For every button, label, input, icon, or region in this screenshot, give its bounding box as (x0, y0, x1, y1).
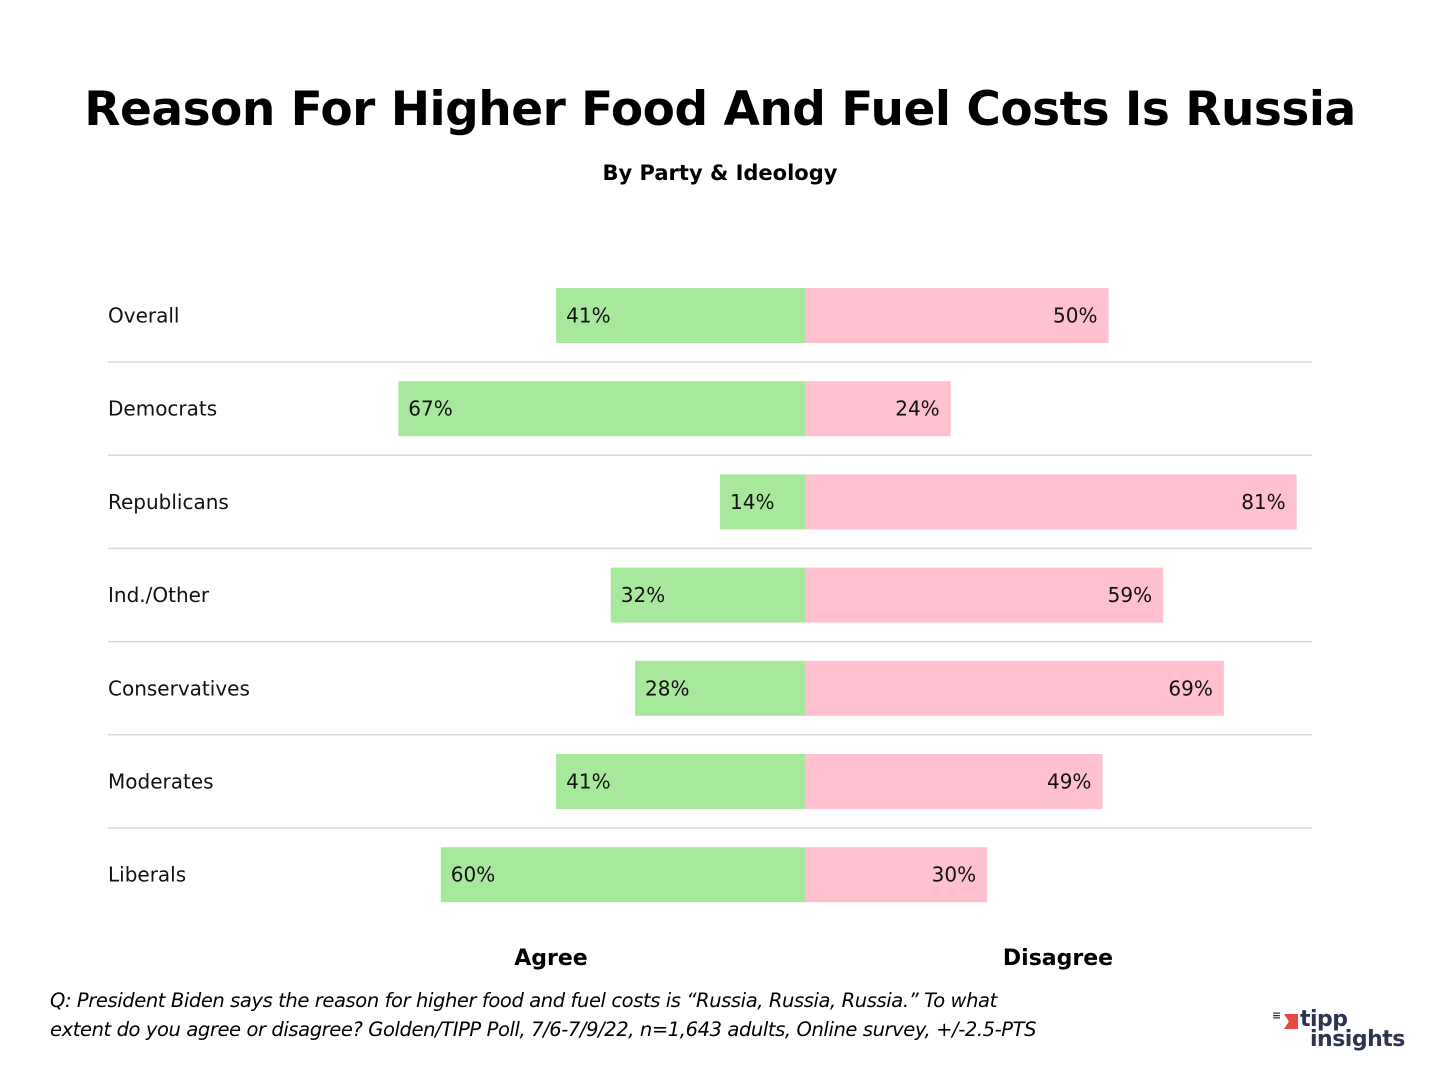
disagree-value-label: 69% (1168, 676, 1212, 700)
agree-bar (635, 660, 805, 716)
agree-bar (440, 847, 805, 903)
disagree-bar (805, 474, 1297, 530)
footnote-line-2: extent do you agree or disagree? Golden/… (50, 1018, 1037, 1041)
footnote: Q: President Biden says the reason for h… (50, 986, 1230, 1044)
disagree-value-label: 81% (1241, 490, 1285, 514)
disagree-bar (805, 381, 951, 437)
category-label: Liberals (108, 863, 186, 887)
disagree-value-label: 50% (1053, 304, 1097, 328)
category-label: Conservatives (108, 676, 250, 700)
disagree-bar (805, 660, 1224, 716)
logo-flag-icon (1284, 1014, 1298, 1029)
legend-agree-label: Agree (514, 946, 587, 971)
agree-value-label: 41% (566, 770, 610, 794)
agree-bar (556, 754, 805, 809)
logo-text-insights: insights (1310, 1027, 1405, 1052)
disagree-value-label: 59% (1108, 583, 1152, 607)
logo-signal-icon: ≡ (1272, 1009, 1282, 1022)
chart-subtitle: By Party & Ideology (602, 161, 838, 185)
agree-value-label: 14% (730, 490, 774, 514)
disagree-value-label: 30% (932, 863, 976, 887)
category-label: Ind./Other (108, 583, 210, 607)
disagree-value-label: 49% (1047, 770, 1091, 794)
category-label: Republicans (108, 490, 229, 514)
category-label: Moderates (108, 770, 214, 794)
agree-bar (398, 381, 805, 437)
agree-value-label: 32% (621, 583, 665, 607)
agree-value-label: 67% (408, 397, 452, 421)
disagree-bar (805, 567, 1164, 623)
logo-text-tipp: tipp (1300, 1007, 1348, 1032)
diverging-bar-chart: Overall 41% 50% Democrats 67% 24% Republicans 1… (108, 288, 1312, 971)
agree-bar (610, 567, 805, 623)
category-label: Democrats (108, 397, 217, 421)
legend-disagree-label: Disagree (1003, 946, 1113, 971)
chart-title: Reason For Higher Food And Fuel Costs Is… (84, 82, 1356, 137)
agree-value-label: 41% (566, 304, 610, 328)
agree-bar (720, 474, 805, 530)
tipp-insights-logo: ≡ tipp insights (1272, 1007, 1422, 1060)
disagree-bar (805, 754, 1103, 809)
disagree-value-label: 24% (895, 397, 939, 421)
footnote-line-1: Q: President Biden says the reason for h… (50, 989, 997, 1012)
category-label: Overall (108, 304, 179, 328)
disagree-bar (805, 288, 1109, 343)
agree-bar (556, 288, 805, 343)
disagree-bar (805, 847, 988, 903)
agree-value-label: 28% (645, 676, 689, 700)
agree-value-label: 60% (451, 863, 495, 887)
